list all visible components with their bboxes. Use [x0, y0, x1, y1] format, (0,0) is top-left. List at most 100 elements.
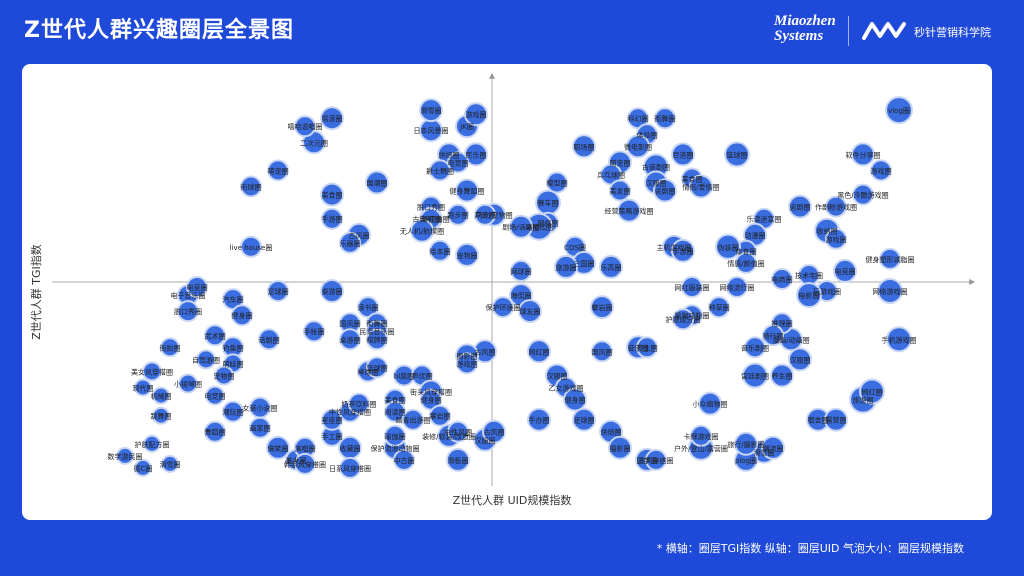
- bubble: [143, 434, 161, 453]
- bubble: [645, 448, 667, 471]
- bubble-label: 追剧圈: [790, 203, 811, 212]
- bubble-label: 职场圈: [574, 142, 595, 151]
- bubble-label: 电竞圈: [835, 267, 856, 276]
- bubble-label: 国潮圈: [367, 179, 388, 188]
- bubble-label: 国风圈: [592, 348, 613, 356]
- bubble: [591, 340, 613, 363]
- bubble-label: 古典/昆曲圈: [412, 215, 449, 224]
- bubble: [654, 107, 676, 130]
- bubble: [877, 278, 903, 304]
- bubble-label: 电竞圈: [205, 392, 226, 401]
- bubble: [456, 352, 478, 375]
- labels-group: vlog圈软件分享圈游戏圈黑色/冷酷游戏圈作剧粉游戏圈收纳圈游戏圈健身塑形减脂圈…: [108, 106, 917, 473]
- bubble-label: 保护环境圈: [486, 303, 521, 312]
- bubble-label: 棒球圈: [358, 367, 379, 376]
- bubble: [742, 362, 768, 389]
- bubble-label: 情感/颜值圈: [727, 259, 764, 268]
- bubble: [447, 203, 469, 226]
- bubble: [474, 203, 496, 226]
- bubble-label: 露营圈: [826, 416, 847, 425]
- bubble: [690, 424, 712, 447]
- bubble-label: 小众植物圈: [693, 400, 728, 409]
- bubble-label: 美发圈: [610, 187, 631, 196]
- bubble: [294, 115, 316, 138]
- bubble-label: 手游圈: [673, 247, 694, 256]
- bubble-label: 骑行圈: [763, 331, 784, 340]
- bubble-label: 宠物圈: [214, 372, 235, 381]
- bubble-label: 健身舞蹈圈: [450, 187, 485, 196]
- bubble: [267, 159, 289, 182]
- bubble-label: 模型圈: [547, 179, 568, 188]
- bubble: [320, 106, 344, 131]
- bubble-label: 美食圈: [682, 175, 703, 184]
- bubble: [393, 448, 415, 471]
- bubble: [681, 276, 703, 298]
- bubble-label: 街拍圈: [160, 343, 181, 352]
- bubble: [134, 378, 152, 397]
- bubble-label: 马拉松圈: [525, 223, 553, 232]
- bubble-label: 现代圈: [133, 384, 154, 393]
- bubble: [222, 400, 244, 423]
- bubble: [672, 308, 694, 331]
- bubble: [492, 296, 514, 319]
- bubble: [464, 102, 488, 127]
- bubble-label: 游戏圈: [457, 359, 478, 368]
- y-axis-label: Z世代人群 TGI指数: [29, 244, 43, 340]
- bubble-label: 韩系风穿搭圈: [284, 460, 326, 469]
- bubble-label: 音乐圈: [628, 343, 649, 352]
- bubble-label: COS圈: [564, 244, 586, 252]
- bubble-label: 汉服圈: [646, 180, 667, 188]
- bubble-label: 读书圈: [358, 303, 379, 312]
- bubble: [762, 324, 784, 347]
- bubble: [447, 420, 469, 443]
- bubble-label: 脱口秀圈: [417, 203, 445, 212]
- bubble-label: 跳舞圈: [151, 412, 172, 421]
- bubble-label: 游戏圈: [826, 235, 847, 244]
- bubble: [161, 454, 179, 473]
- bubble-label: 保护流浪动物圈: [371, 444, 420, 453]
- bubble-label: 二次元圈: [300, 138, 328, 147]
- bubble-label: 滑雪圈: [754, 448, 775, 457]
- bubble-label: 旅行/摄影圈: [727, 440, 764, 449]
- bubble-label: 萌宠圈: [610, 158, 631, 167]
- bubble-label: 潮玩圈: [223, 408, 244, 417]
- bubble: [590, 295, 614, 320]
- bubble-label: 绘本圈: [430, 247, 451, 256]
- bubble-label: 科幻圈: [628, 114, 649, 123]
- bubble-label: 滑雪圈: [160, 460, 181, 469]
- bubble: [258, 328, 280, 351]
- bubble-label: 古风圈: [484, 428, 505, 437]
- bubble: [653, 178, 677, 203]
- bubble-label: 古装剧圈: [642, 162, 670, 171]
- bubble: [617, 198, 641, 223]
- bubble-label: 街头风穿搭圈: [410, 388, 452, 397]
- bubble: [410, 218, 434, 243]
- bubble-label: 旅游圈: [853, 396, 874, 405]
- bubble: [870, 159, 892, 182]
- bubble: [339, 328, 361, 351]
- bubble-label: 网红圈: [529, 347, 550, 356]
- bubble-label: 滑板圈: [448, 456, 469, 465]
- bubble-label: 萌娃圈: [223, 359, 244, 368]
- bubble-label: 健身塑形减脂圈: [866, 255, 915, 264]
- bubble-label: 滑雪圈: [421, 106, 442, 115]
- bubble-label: 情侣/爱情圈: [682, 183, 719, 192]
- bubble-label: 奶茶饮料圈: [342, 400, 377, 409]
- bubble: [796, 282, 822, 309]
- bubble-label: 剧场/话剧圈: [502, 223, 539, 232]
- bubble-label: 自驾游圈: [192, 355, 220, 364]
- bubble-label: 乐读迷宫圈: [747, 215, 782, 224]
- bubble-label: 中性风穿搭圈: [329, 408, 371, 417]
- bubble: [708, 296, 730, 319]
- bubble-label: 宠物圈: [457, 251, 478, 260]
- bubble: [419, 98, 443, 123]
- bubble: [348, 392, 370, 415]
- bubble: [204, 324, 226, 347]
- bubble-label: 汉服圈: [475, 437, 496, 445]
- bubble-label: 护肤配方圈: [135, 440, 170, 449]
- bubble-label: 声优圈: [412, 372, 433, 381]
- bubble: [771, 268, 793, 290]
- bubble: [320, 279, 344, 303]
- bubble-label: 收纳圈: [817, 227, 838, 236]
- bubble-label: 美女风穿搭圈: [131, 367, 173, 376]
